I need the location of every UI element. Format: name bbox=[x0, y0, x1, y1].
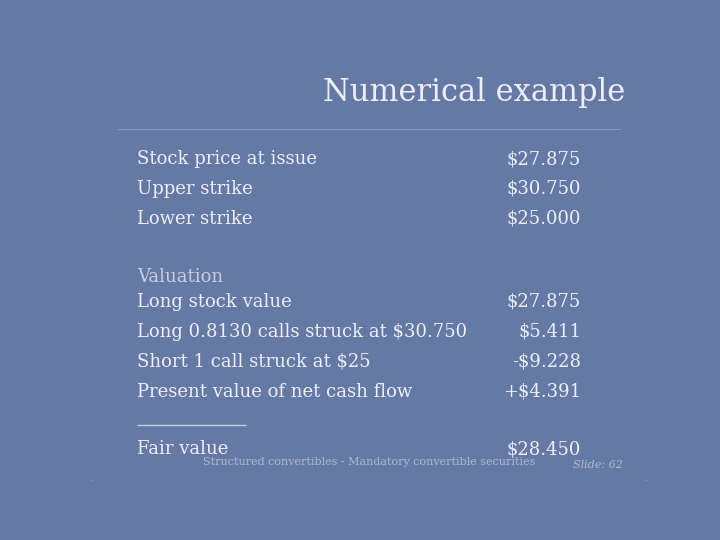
Text: Fair value: Fair value bbox=[138, 441, 229, 458]
Text: $27.875: $27.875 bbox=[507, 293, 581, 311]
Text: Long stock value: Long stock value bbox=[138, 293, 292, 311]
Text: Numerical example: Numerical example bbox=[323, 77, 626, 109]
Text: $30.750: $30.750 bbox=[507, 180, 581, 198]
Text: Lower strike: Lower strike bbox=[138, 210, 253, 228]
Text: Upper strike: Upper strike bbox=[138, 180, 253, 198]
Text: $28.450: $28.450 bbox=[507, 441, 581, 458]
Text: Stock price at issue: Stock price at issue bbox=[138, 150, 318, 168]
Text: $25.000: $25.000 bbox=[507, 210, 581, 228]
FancyBboxPatch shape bbox=[87, 63, 651, 483]
Text: +$4.391: +$4.391 bbox=[503, 383, 581, 401]
Text: $27.875: $27.875 bbox=[507, 150, 581, 168]
Text: Short 1 call struck at $25: Short 1 call struck at $25 bbox=[138, 353, 371, 371]
Text: Slide: 62: Slide: 62 bbox=[573, 460, 623, 470]
Text: Long 0.8130 calls struck at $30.750: Long 0.8130 calls struck at $30.750 bbox=[138, 323, 467, 341]
Text: Valuation: Valuation bbox=[138, 267, 223, 286]
Text: -$9.228: -$9.228 bbox=[512, 353, 581, 371]
Text: Present value of net cash flow: Present value of net cash flow bbox=[138, 383, 413, 401]
Text: Structured convertibles - Mandatory convertible securities: Structured convertibles - Mandatory conv… bbox=[203, 457, 535, 467]
Text: $5.411: $5.411 bbox=[518, 323, 581, 341]
